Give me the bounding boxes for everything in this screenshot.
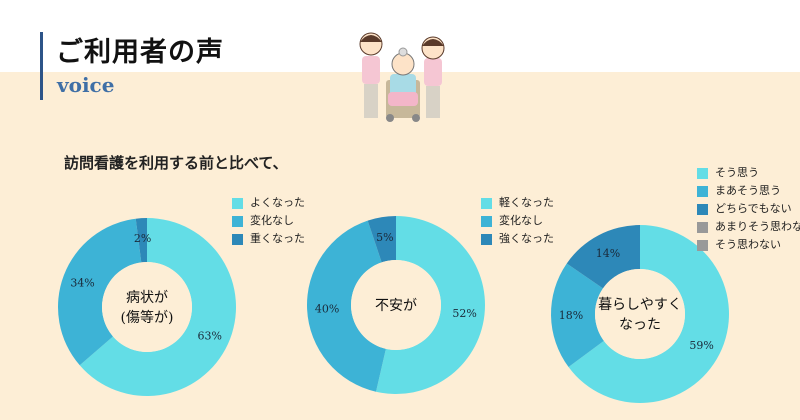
page-title: ご利用者の声: [56, 37, 224, 68]
lead-text: 訪問看護を利用する前と比べて、: [64, 154, 288, 172]
caregivers-illustration: [359, 32, 445, 122]
legend-item: 軽くなった: [481, 194, 554, 212]
title-accent-bar: [40, 32, 43, 100]
legend-label: そう思う: [715, 166, 759, 179]
donut-slice: [568, 225, 730, 404]
data-label: 63%: [198, 330, 222, 343]
data-label: 18%: [559, 309, 583, 322]
legend-item: 変化なし: [481, 212, 554, 230]
legend-item: そう思う: [697, 164, 800, 182]
legend-item: あまりそう思わない: [697, 218, 800, 236]
center-label: 不安が: [375, 298, 417, 314]
donut-slice: [551, 263, 604, 368]
legend-item: 変化なし: [232, 212, 305, 230]
legend-label: どちらでもない: [715, 202, 792, 215]
center-label: 病状が: [126, 290, 168, 306]
legend-label: 重くなった: [250, 232, 305, 245]
legend-swatch: [232, 215, 243, 227]
legend-item: そう思わない: [697, 236, 800, 254]
legend-swatch: [697, 185, 708, 197]
legend-label: 変化なし: [250, 214, 294, 227]
donut-slice: [375, 216, 486, 395]
center-label: 暮らしやすく: [598, 297, 682, 313]
legend-chart-3: そう思うまあそう思うどちらでもないあまりそう思わないそう思わない: [697, 164, 800, 254]
legend-item: どちらでもない: [697, 200, 800, 218]
data-label: 5%: [376, 231, 393, 244]
legend-label: あまりそう思わない: [715, 220, 800, 233]
page-subtitle: voice: [57, 73, 115, 97]
data-label: 40%: [315, 302, 339, 315]
data-label: 14%: [596, 247, 620, 260]
legend-chart-1: よくなった変化なし重くなった: [232, 194, 305, 248]
donut-slice: [57, 218, 142, 366]
donut-slice: [566, 225, 640, 289]
legend-swatch: [697, 221, 708, 233]
donut-slice: [135, 218, 147, 263]
data-label: 34%: [70, 276, 94, 289]
legend-label: そう思わない: [715, 238, 781, 251]
legend-label: 強くなった: [499, 232, 554, 245]
donut-slice: [367, 216, 396, 263]
donut-slice: [307, 220, 386, 392]
legend-label: よくなった: [250, 196, 305, 209]
legend-swatch: [481, 197, 492, 209]
data-label: 2%: [134, 232, 151, 245]
data-label: 59%: [689, 339, 713, 352]
center-label: (傷等が): [121, 309, 174, 326]
data-label: 52%: [452, 307, 476, 320]
legend-swatch: [232, 233, 243, 245]
legend-swatch: [232, 197, 243, 209]
center-label: なった: [619, 317, 661, 333]
legend-item: まあそう思う: [697, 182, 800, 200]
legend-swatch: [481, 215, 492, 227]
legend-swatch: [697, 239, 708, 251]
legend-item: 強くなった: [481, 230, 554, 248]
donut-slice: [79, 218, 237, 396]
legend-swatch: [481, 233, 492, 245]
legend-swatch: [697, 203, 708, 215]
legend-chart-2: 軽くなった変化なし強くなった: [481, 194, 554, 248]
legend-label: 軽くなった: [499, 196, 554, 209]
legend-swatch: [697, 167, 708, 179]
legend-label: 変化なし: [499, 214, 543, 227]
legend-item: よくなった: [232, 194, 305, 212]
legend-item: 重くなった: [232, 230, 305, 248]
legend-label: まあそう思う: [715, 184, 781, 197]
